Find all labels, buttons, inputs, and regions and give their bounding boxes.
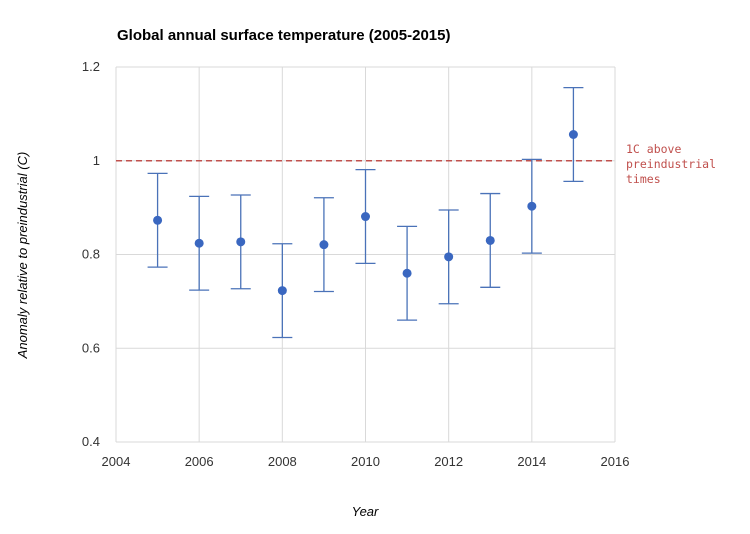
data-point <box>568 130 578 139</box>
chart-title: Global annual surface temperature (2005-… <box>117 27 450 44</box>
reference-line-label: 1C above <box>626 142 681 156</box>
data-point <box>319 240 329 250</box>
x-tick-labels: 2004 2006 2008 2010 2012 2014 2016 <box>102 454 630 469</box>
reference-line-label: preindustrial <box>626 157 716 171</box>
x-tick-label: 2004 <box>102 454 131 469</box>
x-tick-label: 2006 <box>185 454 214 469</box>
y-axis-label: Anomaly relative to preindustrial (C) <box>15 152 30 360</box>
x-tick-label: 2008 <box>268 454 297 469</box>
x-tick-label: 2012 <box>434 454 463 469</box>
y-tick-label: 0.4 <box>82 434 100 449</box>
data-point <box>236 237 246 247</box>
y-tick-label: 1 <box>93 153 100 168</box>
y-tick-label: 1.2 <box>82 59 100 74</box>
data-point <box>485 235 495 245</box>
y-tick-labels: 0.4 0.6 0.8 1 1.2 <box>82 59 100 449</box>
data-points <box>153 130 578 296</box>
data-point <box>402 268 412 278</box>
reference-line-label: times <box>626 172 661 186</box>
data-point <box>194 238 204 248</box>
x-tick-label: 2016 <box>601 454 630 469</box>
data-point <box>361 212 370 222</box>
data-point <box>153 215 163 225</box>
y-tick-label: 0.8 <box>82 247 100 262</box>
x-tick-label: 2010 <box>351 454 380 469</box>
data-point <box>444 252 454 262</box>
data-point <box>527 201 537 211</box>
x-axis-label: Year <box>352 504 379 519</box>
error-bars <box>147 86 584 339</box>
x-tick-label: 2014 <box>517 454 546 469</box>
data-point <box>277 286 287 296</box>
y-tick-label: 0.6 <box>82 340 100 355</box>
